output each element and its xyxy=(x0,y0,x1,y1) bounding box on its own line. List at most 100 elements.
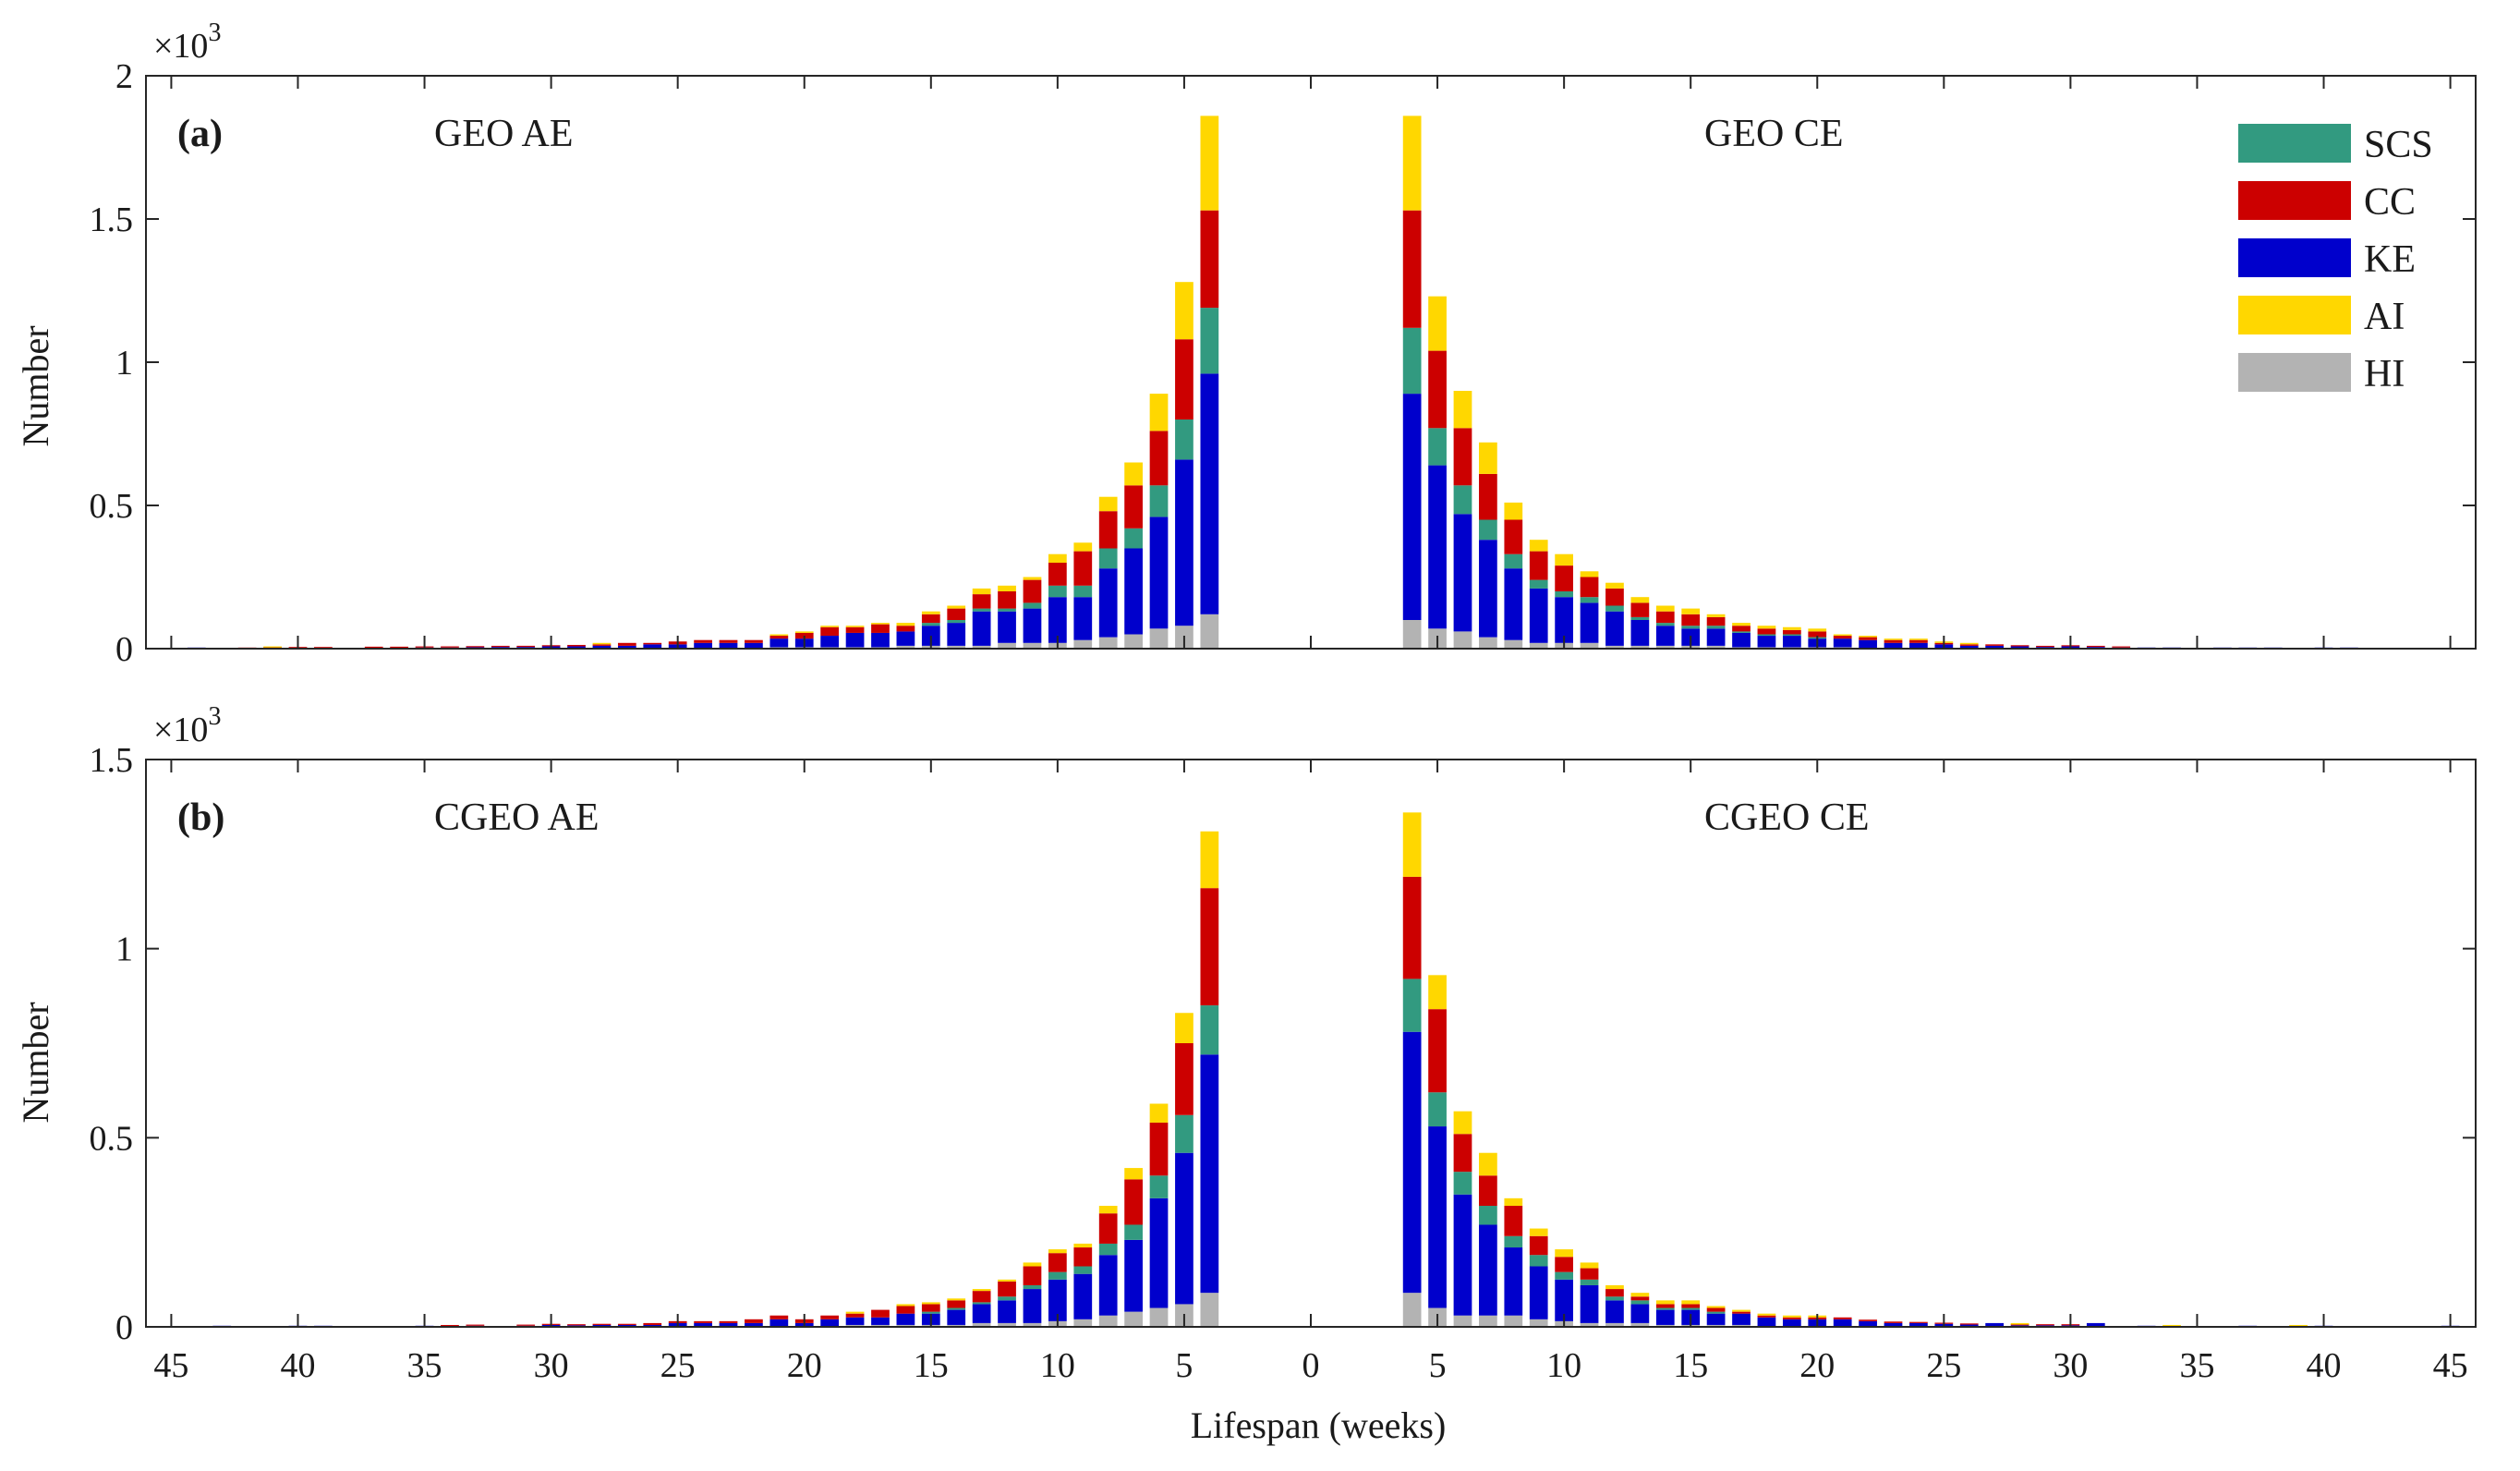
bar-segment-cc-week--13 xyxy=(972,594,991,609)
x-tick-label-7: 10 xyxy=(1040,1346,1075,1385)
bar-segment-ai-week-4 xyxy=(1402,812,1422,877)
bar-segment-ai-week-6 xyxy=(1453,391,1472,429)
panel-label-a: (a) xyxy=(177,113,223,155)
bar-segment-scs-week-11 xyxy=(1580,597,1599,603)
bar-segment-ai-week--7 xyxy=(1124,1168,1143,1180)
bar-segment-scs-week--7 xyxy=(1124,528,1143,549)
bar-segment-ai-week-5 xyxy=(1428,975,1447,1010)
bar-segment-cc-week-16 xyxy=(1706,1307,1726,1312)
bar-segment-scs-week-17 xyxy=(1732,631,1751,633)
bar-segment-ke-week--24 xyxy=(694,1322,712,1327)
bar-segment-ke-week-21 xyxy=(1833,1319,1852,1327)
x-tick-label-11: 10 xyxy=(1546,1346,1581,1385)
bar-segment-scs-week-14 xyxy=(1655,1307,1675,1310)
bar-segment-scs-week-15 xyxy=(1681,1307,1701,1310)
bar-segment-ai-week--9 xyxy=(1073,542,1093,552)
bar-segment-cc-week-31 xyxy=(2086,645,2105,648)
bar-segment-hi-week-12 xyxy=(1605,1322,1624,1327)
left-title-b: CGEO AE xyxy=(434,796,600,839)
bar-segment-cc-week--6 xyxy=(1149,1122,1169,1176)
bar-segment-ai-week--19 xyxy=(820,626,840,627)
bar-segment-ai-week--21 xyxy=(769,634,789,637)
bar-segment-scs-week-18 xyxy=(1757,634,1776,637)
legend: SCS CC KE AI HI xyxy=(2238,124,2433,395)
bar-segment-ke-week--27 xyxy=(617,645,636,649)
bar-segment-cc-week--16 xyxy=(896,626,915,632)
bar-segment-ai-week-7 xyxy=(1479,442,1497,474)
legend-swatch-hi xyxy=(2238,353,2351,392)
bar-segment-ai-week-8 xyxy=(1504,1197,1523,1207)
bar-segment-ke-week-10 xyxy=(1555,1279,1573,1321)
bar-segment-ke-week--5 xyxy=(1175,1152,1193,1305)
bar-segment-scs-week-8 xyxy=(1504,553,1523,569)
bar-segment-hi-week-11 xyxy=(1580,1322,1599,1327)
bar-segment-ai-week-14 xyxy=(1655,605,1675,612)
bar-segment-cc-week--18 xyxy=(845,1313,865,1318)
bar-segment-hi-week-9 xyxy=(1529,1319,1548,1327)
bar-segment-cc-week--36 xyxy=(390,646,408,649)
bar-segment-ke-week--14 xyxy=(947,1309,966,1325)
bar-segment-hi-week-14 xyxy=(1655,1324,1675,1327)
bar-segment-ke-week-5 xyxy=(1428,465,1447,629)
bar-segment-cc-week--15 xyxy=(921,1304,940,1312)
bar-segment-cc-week-26 xyxy=(1959,1323,1979,1325)
bar-segment-ke-week-8 xyxy=(1504,1247,1523,1316)
bar-segment-scs-week--15 xyxy=(921,623,940,626)
x-tick-label-12: 15 xyxy=(1673,1346,1708,1385)
bar-segment-cc-week-17 xyxy=(1732,1311,1751,1314)
bar-segment-ke-week-23 xyxy=(1884,1322,1903,1327)
bar-segment-ai-week--41 xyxy=(263,646,282,648)
bar-segment-scs-week--10 xyxy=(1048,585,1067,598)
bar-segment-ai-week-34 xyxy=(2163,1324,2181,1327)
bar-segment-scs-week--4 xyxy=(1200,308,1219,374)
bar-segment-cc-week--31 xyxy=(516,645,536,648)
bar-segment-cc-week-21 xyxy=(1833,1317,1852,1319)
bar-segment-cc-week--34 xyxy=(441,646,459,648)
bar-segment-hi-week--14 xyxy=(947,645,966,649)
bar-segment-ai-week-5 xyxy=(1428,296,1447,351)
y-ticks-a: 0 0.5 1 1.5 2 xyxy=(90,57,2476,669)
bar-segment-hi-week-8 xyxy=(1504,639,1523,649)
y-exponent-base-b: ×10 xyxy=(153,711,208,749)
bar-segment-ke-week-12 xyxy=(1605,1300,1624,1323)
bar-segment-cc-week-13 xyxy=(1630,1296,1650,1301)
y-axis-label-a: Number xyxy=(15,325,56,446)
bar-segment-hi-week--13 xyxy=(972,1322,991,1327)
bar-segment-ai-week-39 xyxy=(2289,1324,2308,1327)
bar-segment-ke-week--27 xyxy=(617,1324,636,1327)
bar-segment-cc-week--4 xyxy=(1200,210,1219,309)
bar-segment-ke-week-14 xyxy=(1655,626,1675,646)
bar-segment-hi-week--9 xyxy=(1073,1319,1093,1327)
bar-segment-hi-week-9 xyxy=(1529,642,1548,649)
bar-segment-cc-week--23 xyxy=(719,1320,738,1323)
bar-segment-scs-week--12 xyxy=(998,608,1016,612)
bar-segment-cc-week-24 xyxy=(1909,1321,1928,1323)
bar-segment-ke-week-24 xyxy=(1909,642,1928,649)
bar-segment-ai-week--8 xyxy=(1098,496,1118,512)
x-tick-label-13: 20 xyxy=(1799,1346,1835,1385)
y-exponent-power-a: 3 xyxy=(208,18,221,47)
bar-segment-ke-week--19 xyxy=(820,1319,840,1327)
bar-segment-ai-week-12 xyxy=(1605,1284,1624,1290)
bar-segment-scs-week--11 xyxy=(1023,1284,1042,1290)
y-tick-label-2: 2 xyxy=(115,57,133,96)
bar-segment-ke-week-12 xyxy=(1605,611,1624,646)
bar-segment-cc-week-22 xyxy=(1859,637,1877,640)
bar-segment-cc-week--6 xyxy=(1149,431,1169,486)
legend-swatch-cc xyxy=(2238,181,2351,220)
bar-segment-cc-week--37 xyxy=(364,646,383,649)
bar-segment-cc-week--9 xyxy=(1073,551,1093,586)
x-tick-label-17: 40 xyxy=(2307,1346,2342,1385)
x-ticks-b: 45 40 35 30 25 20 15 10 5 0 5 10 15 20 25 30 35 40 45 xyxy=(153,760,2468,1385)
bar-segment-cc-week--26 xyxy=(643,1322,662,1325)
y-axis-label-b: Number xyxy=(15,1002,56,1123)
bar-segment-cc-week--27 xyxy=(617,1323,636,1325)
bar-segment-ke-week--11 xyxy=(1023,1289,1042,1323)
bar-segment-hi-week--7 xyxy=(1124,1311,1143,1327)
bar-segment-scs-week-6 xyxy=(1453,485,1472,515)
left-title-a: GEO AE xyxy=(434,113,574,155)
bar-segment-ke-week-27 xyxy=(1985,645,2005,649)
bar-segment-ai-week--4 xyxy=(1200,115,1219,211)
bar-segment-ke-week--9 xyxy=(1073,597,1093,640)
bar-segment-ai-week--15 xyxy=(921,1302,940,1305)
